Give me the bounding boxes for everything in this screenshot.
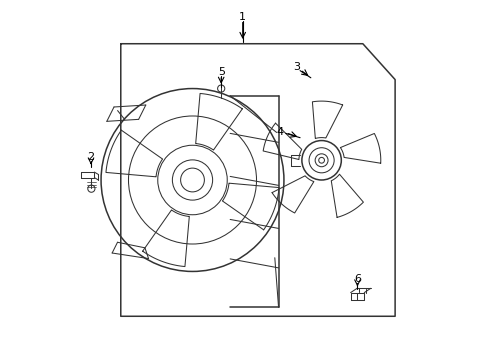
Text: 6: 6 [353,274,360,284]
Text: 4: 4 [276,127,284,136]
Text: 5: 5 [217,67,224,77]
Text: 2: 2 [87,152,94,162]
Text: 3: 3 [292,62,299,72]
Text: 1: 1 [239,12,245,22]
